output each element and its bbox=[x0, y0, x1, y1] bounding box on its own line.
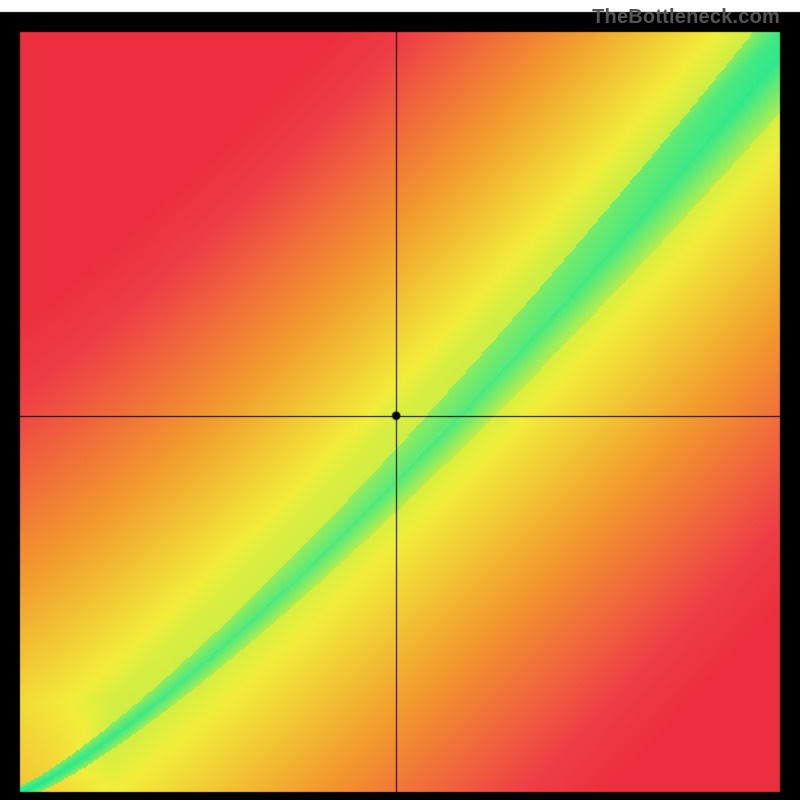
chart-container: TheBottleneck.com bbox=[0, 0, 800, 800]
attribution-text: TheBottleneck.com bbox=[592, 6, 780, 29]
bottleneck-heatmap bbox=[0, 0, 800, 800]
